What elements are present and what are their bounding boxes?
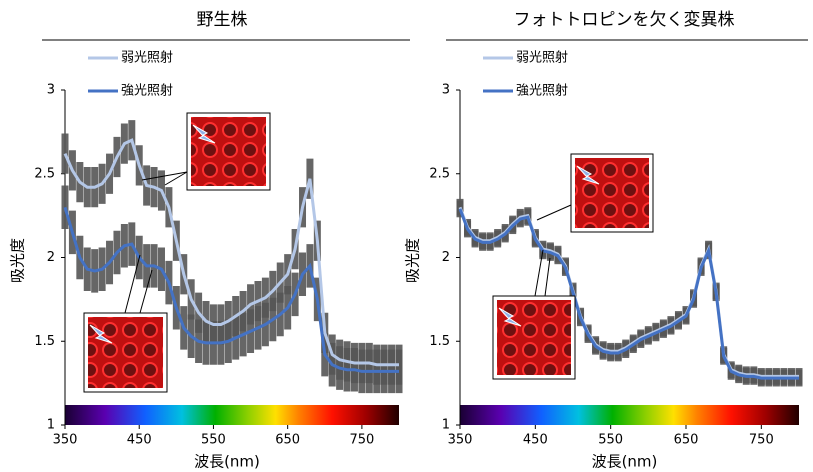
spectrum-bar [460, 405, 799, 425]
legend-label: 弱光照射 [121, 50, 173, 66]
callout-line [545, 258, 550, 296]
y-axis-label: 吸光度 [9, 238, 27, 283]
x-tick-label: 550 [598, 433, 623, 448]
y-tick-label: 2.5 [34, 166, 55, 181]
inset-image [88, 317, 163, 388]
y-tick-label: 1.5 [34, 334, 55, 349]
y-tick-label: 2 [442, 250, 450, 265]
y-tick-label: 3 [47, 83, 55, 98]
inset-image [497, 300, 571, 375]
y-tick-label: 1 [47, 418, 55, 433]
callout-line [535, 250, 543, 296]
x-tick-label: 350 [53, 433, 78, 448]
x-tick-label: 450 [127, 433, 152, 448]
chart-title: 野生株 [197, 10, 248, 30]
y-tick-label: 1.5 [429, 334, 450, 349]
panel: 野生株 1 1.5 2 2.5 3 350 450 550 650 750 波長(nm) 吸光度 弱光照射… [9, 10, 411, 471]
callout-line [537, 205, 571, 220]
x-tick-label: 650 [275, 433, 300, 448]
chart-title: フォトトロピンを欠く変異株 [514, 10, 735, 30]
inset-image [575, 158, 649, 228]
spectrum-bar [65, 405, 399, 425]
x-tick-label: 650 [674, 433, 699, 448]
x-tick-label: 750 [349, 433, 374, 448]
y-tick-label: 2.5 [429, 166, 450, 181]
x-tick-label: 750 [749, 433, 774, 448]
x-axis-label: 波長(nm) [194, 453, 260, 471]
y-tick-label: 1 [442, 418, 450, 433]
chart: 野生株 1 1.5 2 2.5 3 350 450 550 650 750 波長(nm) 吸光度 弱光照射… [0, 0, 813, 472]
legend-label: 強光照射 [516, 83, 568, 99]
y-tick-label: 2 [47, 250, 55, 265]
x-tick-label: 450 [523, 433, 548, 448]
x-axis-label: 波長(nm) [592, 453, 658, 471]
panel: フォトトロピンを欠く変異株 1 1.5 2 2.5 3 350 450 550 650 750 波長(… [404, 10, 809, 471]
legend-label: 強光照射 [121, 83, 173, 99]
x-tick-label: 550 [201, 433, 226, 448]
legend-label: 弱光照射 [516, 50, 568, 66]
y-axis-label: 吸光度 [404, 238, 422, 283]
inset-image [191, 117, 266, 186]
x-tick-label: 350 [448, 433, 473, 448]
y-tick-label: 3 [442, 83, 450, 98]
